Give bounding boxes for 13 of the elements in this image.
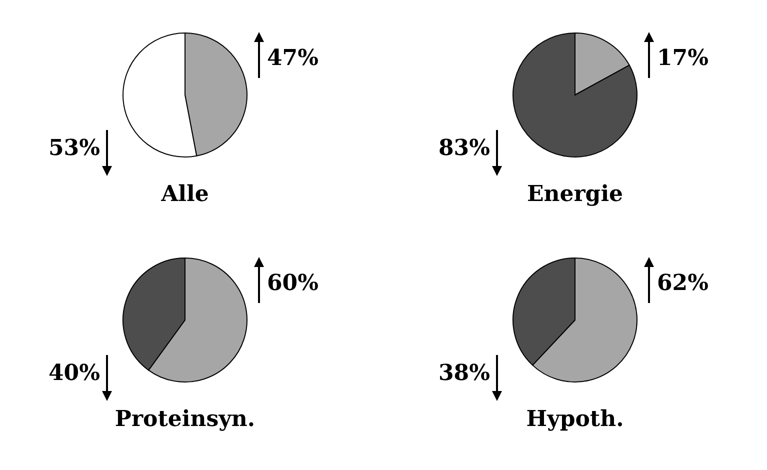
data-label: 60% <box>267 270 319 296</box>
text: Energie <box>526 181 624 207</box>
text: Proteinsyn. <box>114 406 256 432</box>
data-label: 83% <box>438 135 490 161</box>
text: Hypoth. <box>526 406 624 432</box>
data-label: 62% <box>657 270 709 296</box>
data-label: 40% <box>48 360 100 386</box>
data-label: 47% <box>267 45 319 71</box>
data-label: 38% <box>438 360 490 386</box>
data-label: 53% <box>48 135 100 161</box>
pie-slice <box>512 32 638 158</box>
data-label: 17% <box>657 45 709 71</box>
text: Alle <box>160 181 209 207</box>
